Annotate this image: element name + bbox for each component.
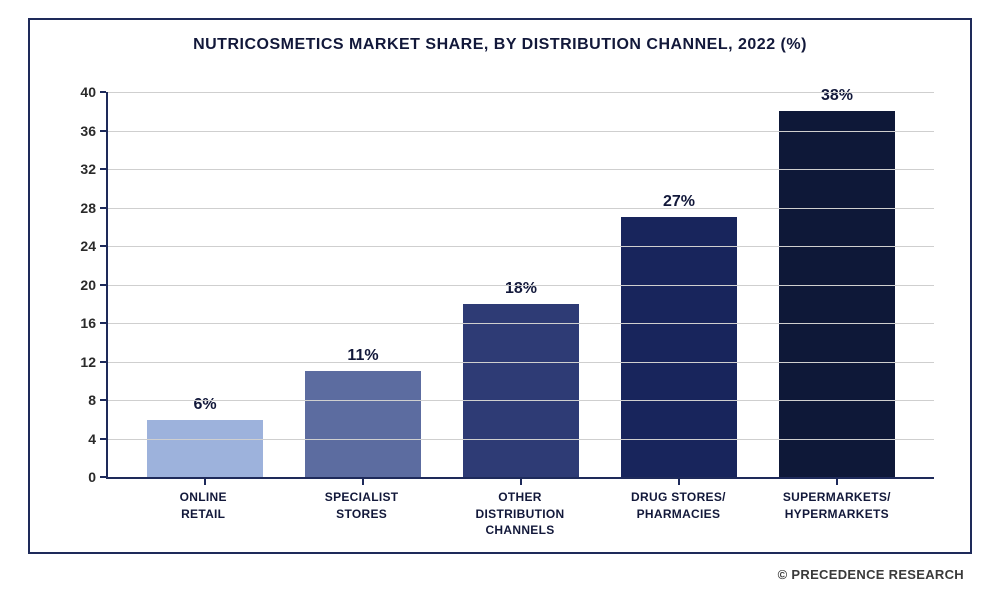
x-tick (204, 479, 206, 485)
x-tick (678, 479, 680, 485)
category-label: DRUG STORES/ PHARMACIES (599, 489, 757, 538)
gridline (108, 323, 934, 324)
chart-title: NUTRICOSMETICS MARKET SHARE, BY DISTRIBU… (30, 20, 970, 62)
gridline (108, 246, 934, 247)
x-tick (520, 479, 522, 485)
category-label: OTHERDISTRIBUTIONCHANNELS (441, 489, 599, 538)
y-tick-label: 8 (88, 392, 108, 408)
gridline (108, 439, 934, 440)
bar-value-label: 38% (821, 87, 853, 105)
y-tick-label: 0 (88, 469, 108, 485)
gridline (108, 400, 934, 401)
x-tick (362, 479, 364, 485)
gridline (108, 285, 934, 286)
credit-text: © PRECEDENCE RESEARCH (778, 567, 964, 582)
category-label: SUPERMARKETS/ HYPERMARKETS (758, 489, 916, 538)
y-tick-label: 32 (80, 161, 108, 177)
gridline (108, 131, 934, 132)
bar: 38% (779, 111, 896, 477)
gridline (108, 362, 934, 363)
y-tick-label: 16 (80, 315, 108, 331)
bar: 11% (305, 371, 422, 477)
plot-inner: 6%11%18%27%38% 0481216202428323640 (106, 92, 934, 479)
x-tick (836, 479, 838, 485)
y-tick-label: 28 (80, 200, 108, 216)
bar-value-label: 18% (505, 280, 537, 298)
y-tick-label: 4 (88, 431, 108, 447)
gridline (108, 92, 934, 93)
gridline (108, 169, 934, 170)
y-tick-label: 24 (80, 238, 108, 254)
gridline (108, 208, 934, 209)
y-tick-label: 36 (80, 123, 108, 139)
y-tick-label: 40 (80, 84, 108, 100)
category-label: ONLINERETAIL (124, 489, 282, 538)
plot-area: 6%11%18%27%38% 0481216202428323640 (106, 70, 934, 479)
category-label: SPECIALISTSTORES (282, 489, 440, 538)
bar: 6% (147, 420, 264, 478)
y-tick-label: 12 (80, 354, 108, 370)
category-axis: ONLINERETAILSPECIALISTSTORESOTHERDISTRIB… (106, 489, 934, 538)
bar: 18% (463, 304, 580, 477)
chart-container: NUTRICOSMETICS MARKET SHARE, BY DISTRIBU… (28, 18, 972, 554)
bar-value-label: 6% (193, 396, 216, 414)
y-tick-label: 20 (80, 277, 108, 293)
